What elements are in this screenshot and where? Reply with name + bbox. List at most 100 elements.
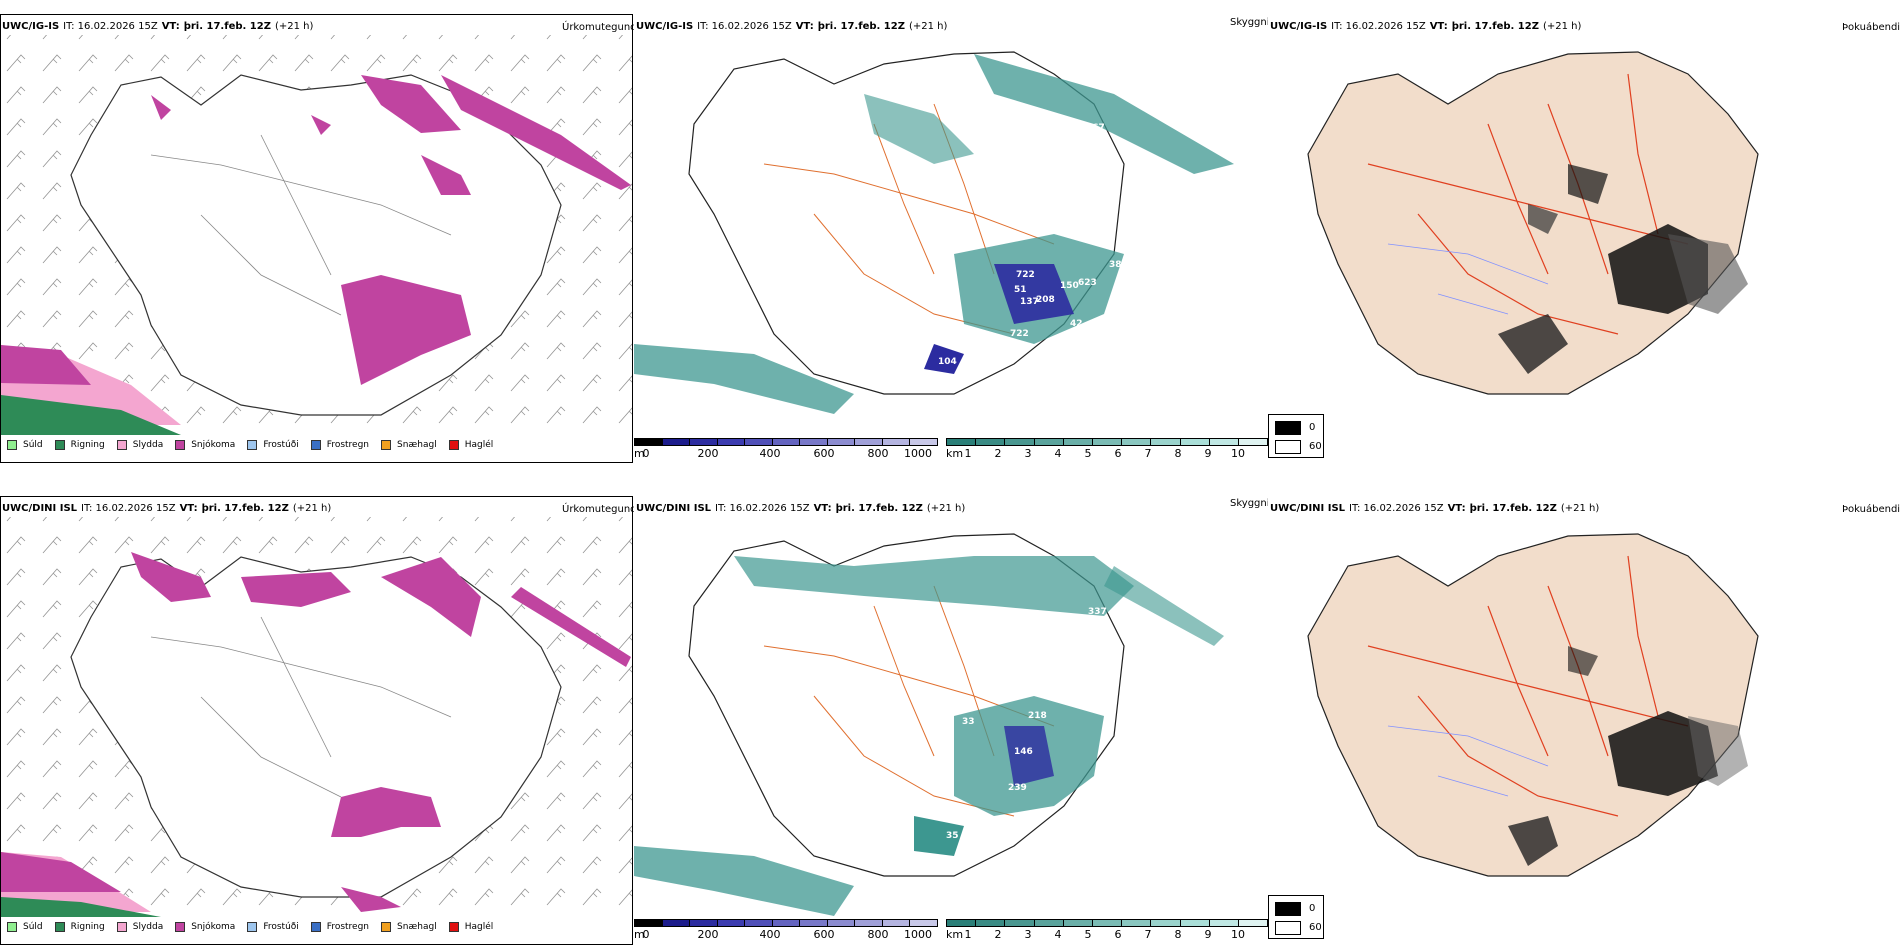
legend-item: Rigning <box>54 440 105 450</box>
visibility-title-bottom: Skyggni <box>1230 498 1270 509</box>
cbar-cell <box>1063 920 1093 926</box>
precip-title-top: Úrkomutegund <box>562 22 637 33</box>
vis-value-label: 116 <box>1062 811 1081 821</box>
cbar-cell <box>1034 920 1064 926</box>
tick-label: 800 <box>867 928 889 941</box>
visibility-map-top: 467 787 86 722 51 137 208 150 623 38 42 … <box>634 51 1234 414</box>
fog-key-bottom: 0 60 <box>1268 895 1324 939</box>
vis-ticks-km-top: 1 2 3 4 5 6 7 8 9 10 <box>965 447 1248 461</box>
vis-value-label: 37 <box>1062 333 1075 343</box>
header-fog-top: UWC/IG-IS IT: 16.02.2026 15Z VT: þri. 17.fe… <box>1270 21 1582 32</box>
cbar-cell <box>1092 439 1123 445</box>
legend-item: Haglél <box>448 922 493 932</box>
cbar-cell <box>976 439 1006 445</box>
vis-value-label: 337 <box>1088 607 1107 617</box>
vis-unit-m-bottom: m <box>634 928 645 941</box>
precip-panel-top: Súld Rigning Slydda Snjókoma Frostúði Fr… <box>0 14 633 463</box>
cbar-cell <box>827 920 856 926</box>
vis-value-label: 239 <box>1008 783 1027 793</box>
header-fog-bottom: UWC/DINI ISL IT: 16.02.2026 15Z VT: þri. 17… <box>1270 503 1600 514</box>
vis-value-label: 265 <box>1112 744 1131 754</box>
cbar-cell <box>882 439 911 445</box>
cbar-cell <box>772 920 801 926</box>
legend-item: Snjókoma <box>175 440 235 450</box>
visibility-map-bottom: 337 218 33 146 239 265 116 35 <box>634 533 1224 916</box>
cbar-cell <box>855 920 883 926</box>
fog-key-swatch <box>1275 421 1301 435</box>
visibility-low-area <box>734 556 1134 616</box>
tick-label: 200 <box>697 928 719 941</box>
cbar-cell <box>1063 439 1093 445</box>
tick-label: 800 <box>867 447 889 460</box>
tick-label: 1 <box>964 928 972 941</box>
tick-label: 6 <box>1114 447 1122 460</box>
cbar-cell <box>1005 439 1035 445</box>
tick-label: 6 <box>1114 928 1122 941</box>
cbar-cell <box>1151 439 1181 445</box>
legend-item: Snæhagl <box>381 440 437 450</box>
vis-value-label: 623 <box>1078 278 1097 288</box>
tick-label: 600 <box>813 447 835 460</box>
legend-item: Rigning <box>54 922 105 932</box>
cbar-cell <box>717 439 746 445</box>
vis-value-label: 218 <box>1028 711 1047 721</box>
tick-label: 2 <box>994 447 1002 460</box>
fog-panel-bottom <box>1268 496 1900 945</box>
cbar-cell <box>635 920 663 926</box>
legend-swatch <box>448 922 459 932</box>
vis-unit-km-bottom: km <box>946 928 964 941</box>
legend-swatch <box>381 440 392 450</box>
fog-panel-top <box>1268 14 1900 463</box>
tick-label: 600 <box>813 928 835 941</box>
vis-unit-km-top: km <box>946 447 964 460</box>
tick-label: 200 <box>697 447 719 460</box>
vis-value-label: 787 <box>1091 143 1110 153</box>
vis-value-label: 104 <box>938 357 957 367</box>
fog-key-swatch <box>1275 921 1301 935</box>
legend-swatch <box>54 922 65 932</box>
tick-label: 7 <box>1144 447 1152 460</box>
legend-item: Slydda <box>116 922 163 932</box>
cbar-cell <box>1209 920 1239 926</box>
tick-label: 3 <box>1024 928 1032 941</box>
precip-legend-bottom: Súld Rigning Slydda Snjókoma Frostúði Fr… <box>7 922 505 932</box>
fog-key-swatch <box>1275 440 1301 454</box>
vis-value-label: 86 <box>960 235 973 245</box>
tick-label: 5 <box>1084 447 1092 460</box>
legend-swatch <box>175 440 186 450</box>
tick-label: 7 <box>1144 928 1152 941</box>
legend-item: Súld <box>7 440 43 450</box>
cbar-cell <box>1151 920 1181 926</box>
cbar-cell <box>827 439 856 445</box>
vis-value-label: 33 <box>962 717 975 727</box>
legend-item: Súld <box>7 922 43 932</box>
legend-item: Frostregn <box>310 922 369 932</box>
vis-ticks-m-top: 0 200 400 600 800 1000 <box>643 447 933 461</box>
cbar-cell <box>947 920 977 926</box>
vis-value-label: 35 <box>946 831 959 841</box>
vis-value-label: 146 <box>1014 747 1033 757</box>
legend-swatch <box>310 440 321 450</box>
vis-value-label: 208 <box>1036 295 1055 305</box>
precip-panel-bottom: Súld Rigning Slydda Snjókoma Frostúði Fr… <box>0 496 633 945</box>
vis-colorbar-km-bottom <box>946 919 1268 927</box>
visibility-panel-bottom: 337 218 33 146 239 265 116 35 <box>634 496 1266 945</box>
tick-label: 2 <box>994 928 1002 941</box>
tick-label: 3 <box>1024 447 1032 460</box>
cbar-cell <box>717 920 746 926</box>
vis-value-label: 722 <box>1016 270 1035 280</box>
cbar-cell <box>976 920 1006 926</box>
visibility-panel-top: 467 787 86 722 51 137 208 150 623 38 42 … <box>634 14 1266 463</box>
fog-dark-area <box>1608 711 1718 796</box>
legend-swatch <box>116 922 127 932</box>
tick-label: 5 <box>1084 928 1092 941</box>
tick-label: 1000 <box>904 447 932 460</box>
cbar-cell <box>662 920 691 926</box>
fog-map-bottom <box>1307 533 1759 877</box>
snow-area <box>131 552 211 602</box>
vis-value-label: 38 <box>1109 260 1122 270</box>
tick-label: 8 <box>1174 447 1182 460</box>
vis-ticks-m-bottom: 0 200 400 600 800 1000 <box>643 928 933 942</box>
tick-label: 400 <box>759 447 781 460</box>
legend-swatch <box>381 922 392 932</box>
